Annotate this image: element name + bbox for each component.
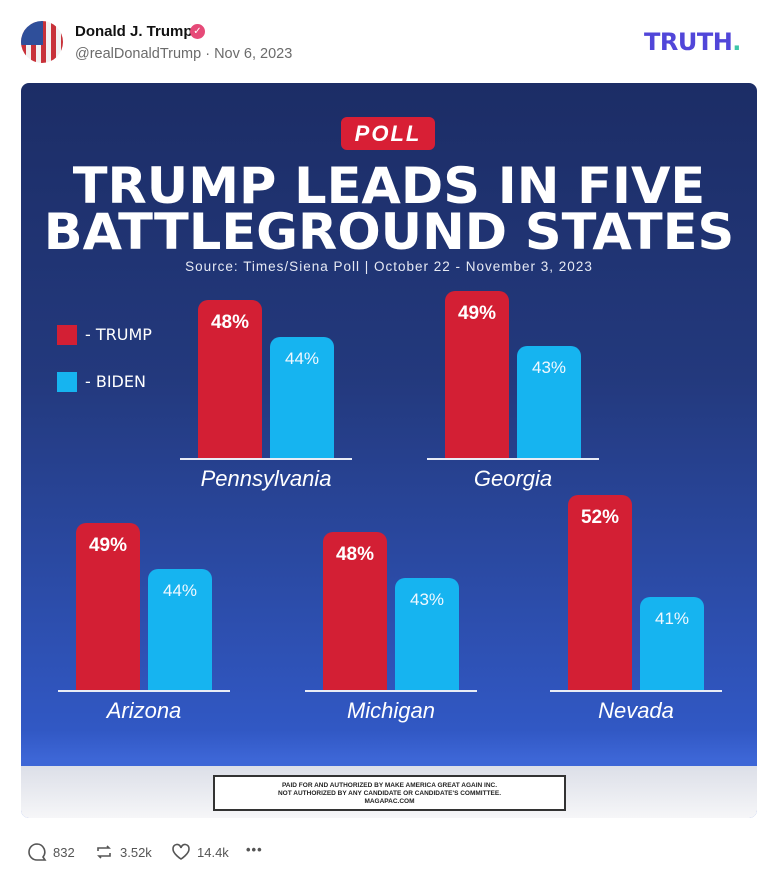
state-group: 48% 44% Pennsylvania — [180, 260, 352, 491]
biden-bar: 44% — [148, 569, 212, 690]
title-line-2: BATTLEGROUND STATES — [43, 203, 735, 261]
avatar[interactable] — [21, 21, 63, 63]
verified-icon: ✓ — [190, 24, 205, 39]
like-count: 14.4k — [197, 844, 229, 860]
bar-value-label: 41% — [654, 609, 690, 628]
state-label: Arizona — [106, 698, 182, 723]
trump-bar: 49% — [445, 290, 509, 458]
bar-value-label: 48% — [210, 311, 250, 333]
state-label: Nevada — [598, 698, 674, 723]
state-group: 49% 44% Arizona — [58, 492, 230, 723]
bar-value-label: 52% — [580, 506, 620, 528]
bar-value-label: 43% — [409, 590, 445, 610]
biden-bar: 44% — [270, 337, 334, 458]
repost-icon — [97, 845, 111, 859]
bar-value-label: 49% — [88, 534, 128, 556]
author-name[interactable]: Donald J. Trump — [75, 23, 193, 40]
source-text: Source: Times/Siena Poll | October 22 - … — [185, 259, 593, 274]
more-icon: ••• — [246, 842, 263, 857]
reply-count: 832 — [53, 844, 75, 860]
bar-value-label: 43% — [531, 358, 567, 378]
heart-icon — [172, 843, 190, 860]
disclaimer-line: PAID FOR AND AUTHORIZED BY MAKE AMERICA … — [281, 782, 498, 789]
truth-logo[interactable]: TRUTH. — [644, 28, 741, 56]
bar-value-label: 48% — [335, 543, 375, 565]
state-group: 48% 43% Michigan — [305, 492, 477, 723]
bar-value-label: 44% — [284, 349, 320, 369]
state-group: 52% 41% Nevada — [550, 492, 722, 723]
handle-date[interactable]: @realDonaldTrump · Nov 6, 2023 — [75, 46, 293, 62]
trump-bar: 52% — [568, 494, 632, 690]
trump-bar: 49% — [76, 522, 140, 690]
legend-label-biden: - BIDEN — [85, 372, 146, 391]
bar-value-label: 44% — [162, 581, 198, 601]
biden-bar: 41% — [640, 597, 704, 690]
disclaimer-line: NOT AUTHORIZED BY ANY CANDIDATE OR CANDI… — [277, 790, 502, 797]
legend-label-trump: - TRUMP — [85, 325, 152, 344]
trump-bar: 48% — [323, 531, 387, 690]
state-label: Michigan — [346, 698, 436, 723]
legend-swatch-trump — [57, 325, 77, 345]
comment-icon — [28, 843, 47, 861]
biden-bar: 43% — [517, 346, 581, 458]
title-line-1: TRUMP LEADS IN FIVE — [72, 157, 706, 215]
poll-badge: POLL — [341, 117, 435, 150]
post-image[interactable]: POLL TRUMP LEADS IN FIVE BATTLEGROUND ST… — [21, 83, 757, 818]
like-button[interactable]: 14.4k — [171, 842, 229, 862]
legend-swatch-biden — [57, 372, 77, 392]
state-group: 49% 43% Georgia — [427, 260, 599, 491]
trump-bar: 48% — [198, 299, 262, 458]
disclaimer-box: PAID FOR AND AUTHORIZED BY MAKE AMERICA … — [213, 775, 566, 811]
retruth-count: 3.52k — [120, 844, 152, 860]
disclaimer-line: MAGAPAC.COM — [364, 798, 415, 805]
state-label: Georgia — [473, 466, 553, 491]
biden-bar: 43% — [395, 578, 459, 690]
state-label: Pennsylvania — [200, 466, 332, 491]
more-button[interactable]: ••• — [246, 842, 263, 857]
retruth-button[interactable]: 3.52k — [94, 842, 152, 862]
bar-value-label: 49% — [457, 302, 497, 324]
reply-button[interactable]: 832 — [27, 842, 75, 862]
